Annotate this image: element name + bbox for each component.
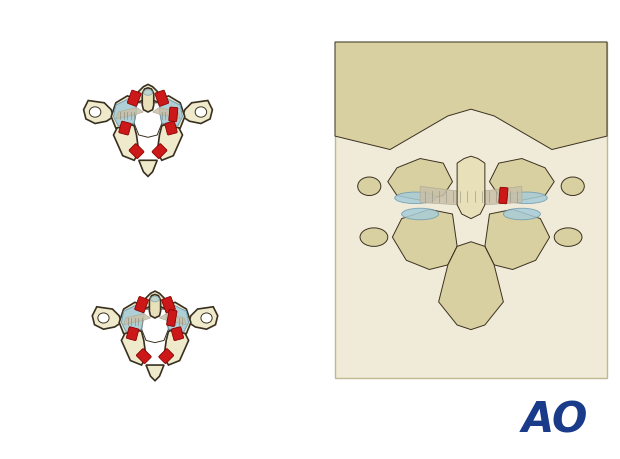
Ellipse shape	[402, 208, 438, 220]
Polygon shape	[438, 242, 503, 330]
Polygon shape	[149, 295, 161, 318]
FancyBboxPatch shape	[135, 297, 148, 313]
Ellipse shape	[395, 192, 436, 204]
Ellipse shape	[503, 208, 541, 220]
Polygon shape	[141, 309, 169, 342]
FancyBboxPatch shape	[335, 42, 607, 378]
Polygon shape	[141, 291, 169, 309]
FancyBboxPatch shape	[169, 107, 178, 122]
Polygon shape	[111, 96, 136, 128]
Polygon shape	[113, 98, 136, 126]
Polygon shape	[164, 329, 188, 365]
Polygon shape	[84, 101, 113, 123]
Ellipse shape	[506, 192, 547, 204]
Ellipse shape	[360, 228, 388, 246]
Ellipse shape	[554, 228, 582, 246]
Polygon shape	[420, 186, 522, 207]
FancyBboxPatch shape	[136, 349, 151, 364]
Ellipse shape	[98, 313, 109, 323]
Polygon shape	[166, 305, 188, 331]
Polygon shape	[457, 156, 485, 218]
FancyBboxPatch shape	[129, 144, 144, 158]
Ellipse shape	[561, 177, 584, 196]
Polygon shape	[122, 329, 146, 365]
Text: AO: AO	[522, 399, 588, 441]
Polygon shape	[159, 313, 187, 325]
Polygon shape	[142, 88, 154, 112]
FancyBboxPatch shape	[119, 121, 131, 135]
FancyBboxPatch shape	[165, 121, 177, 135]
Ellipse shape	[201, 313, 212, 323]
Polygon shape	[123, 313, 151, 325]
Ellipse shape	[358, 177, 381, 196]
Polygon shape	[113, 123, 139, 160]
FancyBboxPatch shape	[152, 144, 167, 158]
Polygon shape	[188, 307, 218, 329]
Polygon shape	[139, 160, 157, 176]
Ellipse shape	[195, 107, 206, 117]
Ellipse shape	[143, 90, 153, 95]
Polygon shape	[485, 209, 549, 269]
FancyBboxPatch shape	[498, 187, 508, 204]
Polygon shape	[182, 101, 213, 123]
Polygon shape	[134, 103, 162, 137]
Polygon shape	[134, 84, 162, 103]
FancyBboxPatch shape	[171, 327, 184, 341]
Ellipse shape	[151, 296, 159, 302]
FancyBboxPatch shape	[155, 90, 169, 106]
Ellipse shape	[89, 107, 101, 117]
Polygon shape	[92, 307, 122, 329]
Polygon shape	[116, 107, 143, 119]
FancyBboxPatch shape	[126, 327, 139, 341]
Polygon shape	[122, 305, 144, 331]
Polygon shape	[153, 107, 180, 119]
Polygon shape	[159, 98, 182, 126]
Polygon shape	[146, 365, 164, 381]
FancyBboxPatch shape	[159, 349, 174, 364]
Polygon shape	[490, 158, 554, 200]
FancyBboxPatch shape	[127, 90, 141, 106]
Polygon shape	[392, 209, 457, 269]
Polygon shape	[166, 302, 191, 334]
Polygon shape	[159, 96, 185, 128]
Polygon shape	[157, 123, 182, 160]
Polygon shape	[388, 158, 453, 200]
Polygon shape	[335, 42, 607, 150]
FancyBboxPatch shape	[167, 309, 177, 326]
FancyBboxPatch shape	[162, 297, 175, 313]
Polygon shape	[119, 302, 144, 334]
